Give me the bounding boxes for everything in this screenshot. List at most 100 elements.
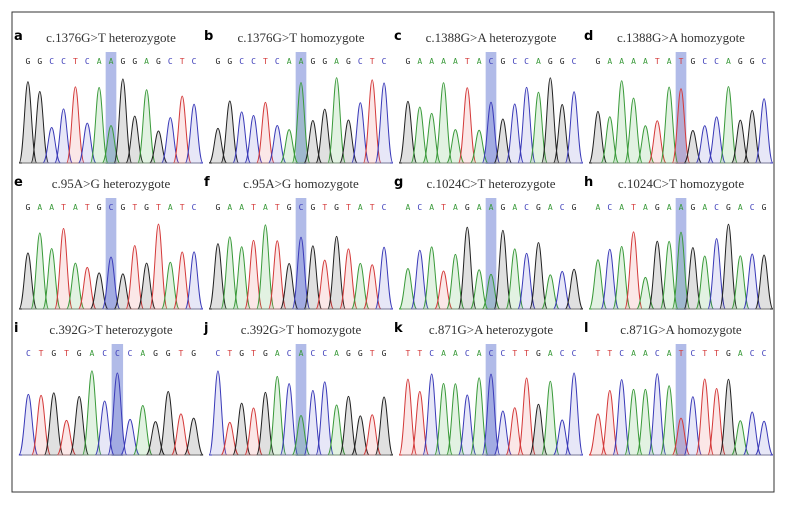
peak: [683, 130, 703, 164]
peak: [505, 407, 525, 456]
base: A: [667, 203, 672, 212]
panel-letter: b: [204, 29, 213, 44]
panel-letter: d: [584, 29, 593, 44]
peak: [279, 383, 299, 456]
peak: [244, 407, 263, 456]
base: G: [346, 349, 351, 358]
peak: [208, 370, 228, 456]
base: G: [153, 349, 158, 358]
base: A: [168, 203, 173, 212]
base: T: [64, 349, 69, 358]
panel-title: c.1024C>T heterozygote: [426, 176, 555, 191]
base: C: [465, 349, 470, 358]
peak: [339, 119, 358, 164]
base: A: [667, 57, 672, 66]
base: G: [500, 203, 505, 212]
base: C: [512, 57, 517, 66]
peak: [172, 95, 192, 164]
peak: [469, 129, 489, 164]
peak: [588, 413, 608, 456]
peak: [339, 395, 358, 456]
peak: [730, 255, 750, 310]
base: C: [607, 203, 612, 212]
peak: [695, 255, 715, 310]
base: G: [120, 203, 125, 212]
peak: [291, 236, 311, 310]
peak: [101, 256, 121, 310]
peak: [469, 377, 489, 456]
peak: [434, 270, 453, 310]
peak: [481, 101, 501, 164]
peak: [600, 116, 620, 164]
peak: [315, 259, 335, 310]
peak: [624, 388, 643, 456]
base: T: [655, 57, 660, 66]
highlight: [485, 198, 497, 310]
base: T: [73, 57, 78, 66]
base: T: [596, 349, 601, 358]
peak: [505, 103, 525, 164]
peak: [291, 415, 311, 456]
peak: [350, 415, 370, 456]
base: G: [97, 203, 102, 212]
base: C: [714, 57, 719, 66]
peak: [588, 259, 608, 310]
base: C: [489, 57, 494, 66]
panel-letter: j: [203, 321, 208, 336]
panel-letter: h: [584, 175, 593, 190]
base: C: [500, 349, 505, 358]
peak: [30, 91, 50, 164]
highlight: [675, 198, 687, 310]
highlight: [105, 52, 117, 164]
peak: [600, 248, 620, 310]
base: A: [275, 349, 280, 358]
base: A: [548, 349, 553, 358]
highlight: [105, 198, 117, 310]
base: G: [358, 349, 363, 358]
base: G: [762, 203, 767, 212]
panel-letter: i: [14, 321, 18, 336]
base: C: [85, 57, 90, 66]
base: C: [572, 349, 577, 358]
base: A: [358, 203, 363, 212]
peak: [529, 403, 548, 456]
base: C: [310, 349, 315, 358]
peak: [647, 120, 667, 164]
peak: [256, 101, 275, 164]
panel-letter: k: [394, 321, 403, 336]
peak: [30, 232, 50, 310]
base: C: [382, 57, 387, 66]
base: G: [216, 57, 221, 66]
base: A: [37, 203, 42, 212]
peak: [742, 109, 762, 164]
peak: [410, 391, 430, 456]
peak: [398, 378, 418, 456]
base: A: [73, 203, 78, 212]
base: A: [548, 203, 553, 212]
peak: [410, 106, 430, 164]
base: A: [441, 57, 446, 66]
peak: [505, 248, 525, 310]
peak: [220, 421, 240, 456]
peak: [540, 380, 560, 456]
base: G: [536, 203, 541, 212]
base: C: [762, 57, 767, 66]
peak: [94, 400, 115, 456]
peak: [172, 251, 192, 310]
base: G: [500, 57, 505, 66]
panel-letter: l: [584, 321, 588, 336]
base: A: [607, 57, 612, 66]
base: C: [192, 57, 197, 66]
base: A: [140, 349, 145, 358]
base: T: [370, 349, 375, 358]
base: C: [750, 203, 755, 212]
base: T: [607, 349, 612, 358]
base: T: [85, 203, 90, 212]
peak: [659, 86, 679, 164]
peak: [220, 236, 240, 310]
base: T: [524, 349, 529, 358]
base: C: [560, 203, 565, 212]
base: A: [536, 57, 541, 66]
base: C: [102, 349, 107, 358]
highlight: [295, 344, 307, 456]
